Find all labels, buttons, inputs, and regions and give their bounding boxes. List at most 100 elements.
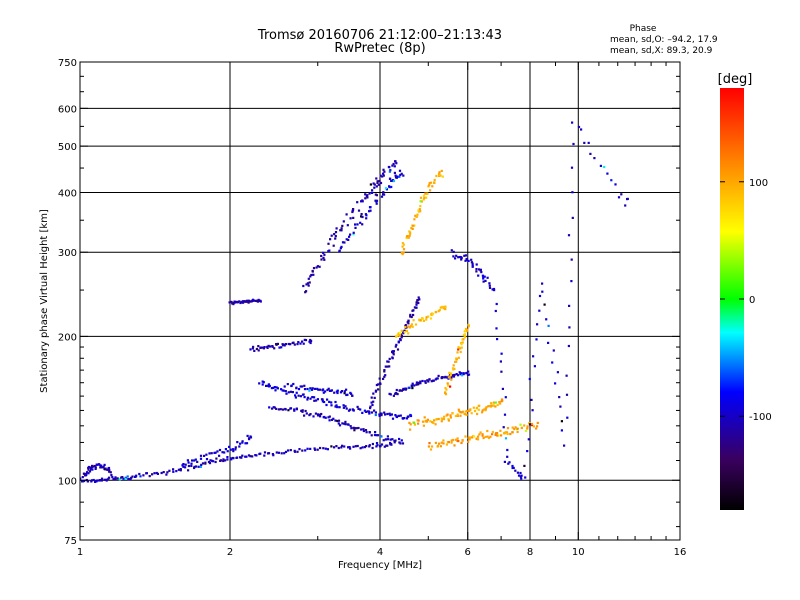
echo-point bbox=[410, 384, 413, 387]
echo-point bbox=[528, 377, 531, 381]
echo-point bbox=[389, 169, 392, 172]
echo-point bbox=[343, 392, 346, 395]
echo-point bbox=[353, 429, 356, 432]
echo-point bbox=[317, 413, 320, 416]
echo-point bbox=[199, 465, 202, 468]
echo-point bbox=[348, 446, 351, 449]
echo-point bbox=[432, 379, 435, 382]
echo-point bbox=[287, 342, 290, 346]
echo-point bbox=[417, 422, 420, 425]
echo-point bbox=[405, 417, 409, 420]
echo-point bbox=[340, 446, 343, 449]
echo-point bbox=[422, 198, 425, 201]
echo-point bbox=[241, 300, 244, 303]
echo-point bbox=[506, 432, 509, 436]
echo-point bbox=[425, 196, 428, 199]
echo-point bbox=[262, 347, 265, 350]
echo-point bbox=[304, 409, 307, 413]
echo-point bbox=[477, 408, 480, 411]
echo-point bbox=[246, 434, 249, 437]
echo-point bbox=[367, 410, 370, 413]
echo-point bbox=[394, 439, 397, 442]
echo-point bbox=[305, 283, 308, 286]
echo-point bbox=[571, 121, 574, 124]
echo-point bbox=[234, 448, 237, 451]
echo-point bbox=[341, 444, 344, 447]
echo-point bbox=[338, 406, 341, 409]
echo-point bbox=[532, 425, 535, 428]
echo-point bbox=[496, 434, 499, 437]
echo-point bbox=[315, 399, 318, 402]
echo-point bbox=[424, 192, 427, 195]
echo-point bbox=[334, 237, 337, 240]
echo-point bbox=[205, 453, 208, 456]
echo-point bbox=[371, 191, 374, 194]
echo-point bbox=[374, 390, 377, 393]
echo-point bbox=[580, 128, 583, 131]
echo-point bbox=[400, 389, 403, 392]
stats-heading: Phase bbox=[630, 24, 657, 34]
echo-point bbox=[449, 416, 452, 419]
echo-point bbox=[452, 255, 455, 258]
echo-point bbox=[330, 401, 333, 404]
y-tick-label: 400 bbox=[58, 188, 77, 199]
echo-point bbox=[361, 215, 364, 219]
echo-point bbox=[423, 416, 426, 419]
echo-point bbox=[503, 413, 507, 416]
echo-point bbox=[349, 447, 352, 450]
echo-point bbox=[375, 199, 379, 202]
echo-point bbox=[85, 473, 88, 476]
echo-point bbox=[486, 276, 489, 279]
echo-point bbox=[182, 463, 185, 466]
echo-point bbox=[448, 371, 451, 374]
echo-point bbox=[311, 387, 314, 390]
echo-point bbox=[435, 418, 438, 421]
x-tick-label: 8 bbox=[527, 547, 533, 558]
echo-point bbox=[377, 183, 380, 186]
echo-point bbox=[337, 446, 340, 450]
echo-point bbox=[593, 157, 596, 160]
echo-point bbox=[263, 454, 266, 457]
echo-point bbox=[558, 396, 561, 399]
echo-point bbox=[309, 275, 312, 278]
echo-point bbox=[385, 438, 388, 441]
echo-point bbox=[153, 472, 156, 475]
echo-point bbox=[500, 398, 504, 401]
echo-point bbox=[292, 382, 295, 386]
echo-point bbox=[399, 332, 402, 335]
echo-point bbox=[401, 242, 404, 245]
echo-point bbox=[240, 301, 243, 304]
echo-point bbox=[451, 438, 455, 442]
echo-point bbox=[473, 435, 476, 438]
echo-point bbox=[166, 471, 169, 474]
echo-point bbox=[412, 309, 415, 312]
echo-point bbox=[433, 178, 436, 182]
echo-point bbox=[456, 351, 459, 354]
echo-point bbox=[465, 413, 468, 416]
echo-point bbox=[251, 347, 254, 350]
echo-point bbox=[475, 268, 478, 271]
echo-point bbox=[413, 218, 416, 221]
echo-point bbox=[271, 345, 274, 348]
echo-point bbox=[435, 377, 438, 380]
echo-point bbox=[475, 263, 478, 266]
echo-point bbox=[395, 388, 398, 392]
echo-point bbox=[388, 357, 391, 360]
echo-point bbox=[495, 327, 498, 330]
echo-point bbox=[449, 414, 452, 417]
echo-point bbox=[375, 202, 378, 205]
x-axis-label: Frequency [MHz] bbox=[338, 560, 422, 571]
echo-point bbox=[587, 141, 590, 144]
echo-point bbox=[462, 410, 465, 413]
echo-point bbox=[560, 420, 563, 423]
echo-point bbox=[341, 241, 345, 244]
echo-point bbox=[302, 284, 305, 288]
echo-point bbox=[508, 461, 511, 464]
echo-point bbox=[374, 431, 377, 434]
echo-point bbox=[313, 399, 316, 402]
echo-point bbox=[305, 412, 308, 415]
echo-point bbox=[414, 306, 417, 309]
echo-point bbox=[388, 170, 391, 173]
echo-point bbox=[384, 365, 387, 368]
echo-point bbox=[312, 273, 315, 276]
